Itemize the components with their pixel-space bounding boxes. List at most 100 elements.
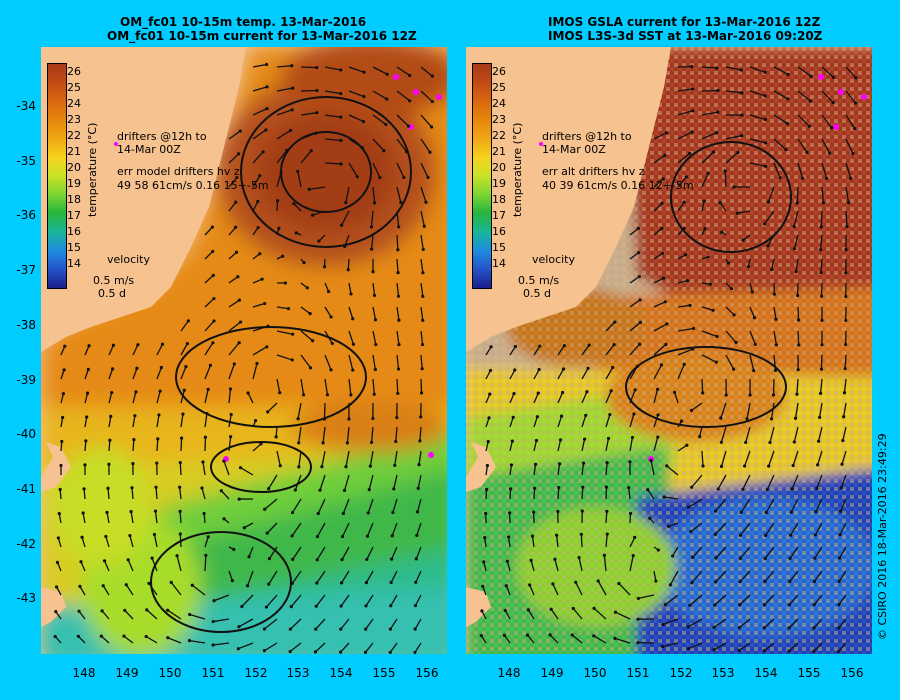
velocity-arrow bbox=[348, 354, 354, 371]
velocity-arrow bbox=[765, 498, 775, 513]
velocity-arrow bbox=[315, 618, 326, 630]
velocity-arrow bbox=[156, 390, 161, 404]
velocity-arrow bbox=[324, 90, 341, 95]
velocity-arrow bbox=[507, 536, 511, 548]
velocity-arrow bbox=[725, 330, 737, 343]
velocity-arrow-head bbox=[685, 278, 690, 283]
velocity-arrow bbox=[300, 112, 317, 116]
velocity-arrow-head bbox=[362, 70, 366, 74]
velocity-arrow-head bbox=[698, 435, 702, 439]
velocity-arrow bbox=[629, 299, 641, 308]
velocity-arrow-head bbox=[296, 417, 300, 421]
velocity-arrow-head bbox=[654, 579, 658, 583]
velocity-arrow-head bbox=[555, 533, 559, 537]
velocity-arrow-head bbox=[633, 388, 637, 392]
velocity-arrow bbox=[324, 162, 342, 165]
velocity-arrow bbox=[252, 325, 269, 332]
velocity-arrow bbox=[324, 138, 341, 142]
x-tick-label: 150 bbox=[583, 666, 607, 680]
velocity-arrow bbox=[629, 321, 641, 332]
velocity-arrow bbox=[603, 555, 607, 572]
x-tick-label: 154 bbox=[329, 666, 353, 680]
velocity-arrow-head bbox=[339, 138, 343, 143]
velocity-arrow bbox=[317, 498, 326, 514]
velocity-arrow bbox=[204, 342, 214, 356]
velocity-arrow-head bbox=[504, 584, 508, 588]
velocity-arrow-head bbox=[158, 389, 162, 393]
velocity-arrow bbox=[767, 186, 775, 203]
velocity-arrow-head bbox=[740, 113, 744, 117]
velocity-arrow bbox=[725, 151, 739, 164]
velocity-arrow bbox=[341, 522, 350, 537]
velocity-arrow bbox=[316, 522, 326, 537]
velocity-arrow bbox=[396, 162, 405, 178]
colorbar-tick: 24 bbox=[492, 97, 506, 110]
velocity-arrow bbox=[341, 570, 350, 584]
velocity-arrow-head bbox=[553, 557, 557, 561]
velocity-arrow-head bbox=[646, 488, 650, 492]
velocity-arrow bbox=[340, 618, 350, 630]
velocity-arrow-head bbox=[796, 368, 800, 372]
velocity-arrow-head bbox=[613, 320, 617, 324]
velocity-arrow-head bbox=[809, 74, 813, 78]
velocity-arrow-head bbox=[746, 264, 751, 269]
velocity-arrow-head bbox=[821, 201, 826, 205]
velocity-arrow-head bbox=[659, 363, 664, 367]
velocity-arrow bbox=[420, 138, 431, 153]
velocity-arrow bbox=[252, 443, 262, 452]
velocity-arrow-head bbox=[290, 358, 294, 362]
velocity-arrow-head bbox=[237, 497, 241, 501]
velocity-arrow-head bbox=[849, 176, 853, 180]
velocity-arrow bbox=[821, 114, 833, 129]
velocity-arrow-head bbox=[77, 609, 81, 613]
velocity-arrow bbox=[677, 364, 685, 380]
velocity-arrow-head bbox=[606, 436, 611, 440]
velocity-arrow-head bbox=[222, 517, 226, 521]
velocity-arrow-head bbox=[246, 391, 250, 395]
velocity-arrow bbox=[629, 252, 640, 260]
velocity-arrow-head bbox=[281, 254, 285, 258]
velocity-arrow bbox=[842, 426, 847, 441]
velocity-arrow-head bbox=[609, 389, 613, 393]
velocity-arrow bbox=[687, 618, 703, 628]
velocity-arrow bbox=[788, 618, 799, 629]
velocity-arrow bbox=[252, 129, 267, 140]
velocity-arrow bbox=[797, 330, 800, 345]
velocity-arrow bbox=[316, 570, 326, 584]
velocity-arrow bbox=[575, 581, 583, 596]
velocity-arrow-head bbox=[481, 584, 485, 588]
velocity-arrow-head bbox=[506, 535, 511, 539]
colorbar-tick: 16 bbox=[67, 225, 81, 238]
velocity-arrow bbox=[628, 487, 631, 500]
velocity-arrow-head bbox=[825, 176, 829, 180]
velocity-arrow-head bbox=[740, 91, 744, 95]
velocity-arrow bbox=[843, 402, 847, 417]
velocity-arrow bbox=[773, 330, 778, 345]
velocity-arrow-head bbox=[237, 298, 242, 302]
velocity-arrow bbox=[653, 301, 666, 308]
velocity-arrow-head bbox=[396, 248, 400, 252]
velocity-arrow bbox=[666, 465, 679, 476]
velocity-arrow-head bbox=[839, 486, 843, 490]
velocity-arrow-head bbox=[837, 556, 842, 560]
velocity-arrow bbox=[638, 594, 655, 600]
velocity-arrow-head bbox=[136, 343, 140, 347]
velocity-arrow bbox=[838, 642, 847, 652]
velocity-arrow-head bbox=[294, 231, 298, 235]
velocity-arrow bbox=[156, 343, 164, 356]
velocity-arrow-head bbox=[421, 294, 425, 298]
velocity-arrow bbox=[796, 378, 799, 395]
velocity-arrow-head bbox=[509, 463, 514, 467]
velocity-arrow-head bbox=[818, 415, 822, 420]
velocity-arrow bbox=[392, 498, 398, 513]
velocity-arrow-head bbox=[340, 223, 344, 227]
velocity-arrow-head bbox=[786, 72, 790, 77]
velocity-arrow-head bbox=[655, 387, 660, 391]
velocity-arrow-head bbox=[78, 584, 82, 588]
velocity-arrow-head bbox=[373, 367, 377, 372]
velocity-arrow bbox=[668, 522, 679, 527]
velocity-arrow-head bbox=[808, 99, 813, 103]
velocity-arrow bbox=[749, 138, 766, 144]
velocity-arrow-head bbox=[424, 200, 428, 204]
colorbar-tick: 14 bbox=[492, 257, 506, 270]
